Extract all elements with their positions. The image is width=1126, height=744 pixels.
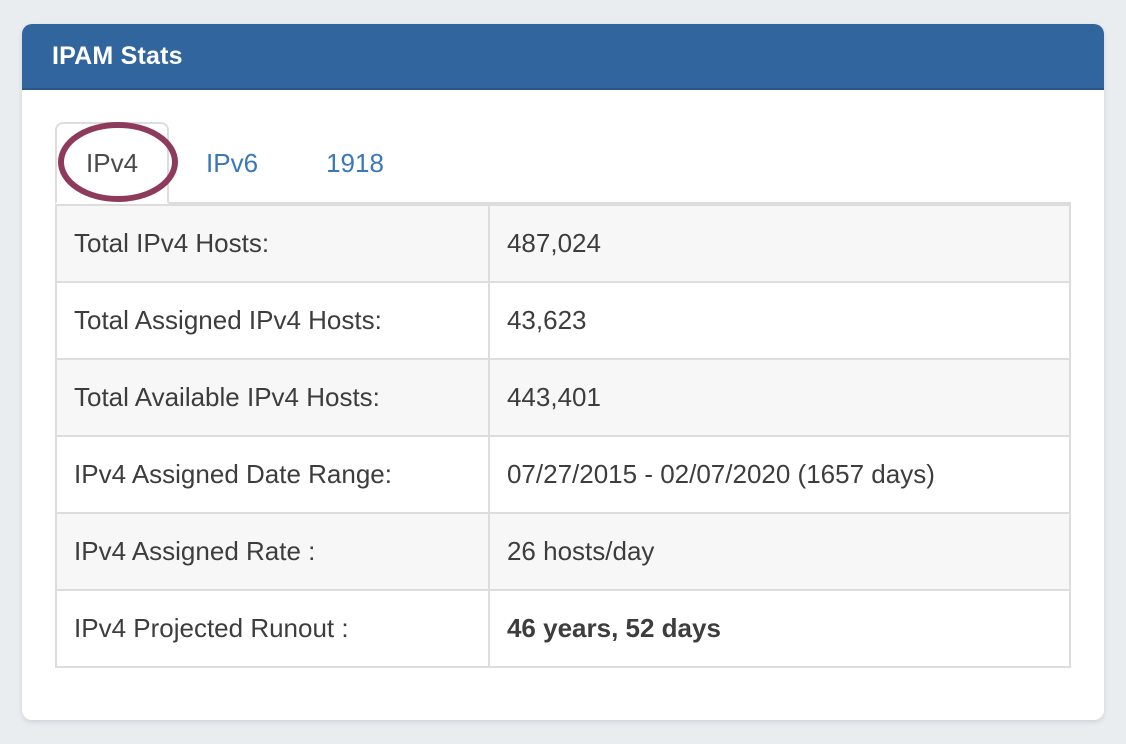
panel-body: IPv4 IPv6 1918 Total IPv4 Hosts: 487,024… xyxy=(22,90,1104,668)
tab-ipv6[interactable]: IPv6 xyxy=(206,147,259,178)
tab-ipv4-label: IPv4 xyxy=(86,147,139,178)
table-row: Total IPv4 Hosts: 487,024 xyxy=(55,204,1072,283)
stat-label: Total Assigned IPv4 Hosts: xyxy=(55,281,490,360)
table-row: IPv4 Assigned Rate : 26 hosts/day xyxy=(55,512,1072,591)
stat-value: 46 years, 52 days xyxy=(487,589,1072,668)
table-row: Total Assigned IPv4 Hosts: 43,623 xyxy=(55,281,1072,360)
stat-label: Total IPv4 Hosts: xyxy=(55,204,490,283)
table-row: Total Available IPv4 Hosts: 443,401 xyxy=(55,358,1072,437)
stat-value: 07/27/2015 - 02/07/2020 (1657 days) xyxy=(487,435,1072,514)
stat-value: 26 hosts/day xyxy=(487,512,1072,591)
panel-header: IPAM Stats xyxy=(22,24,1104,90)
stat-label: IPv4 Assigned Rate : xyxy=(55,512,490,591)
stat-label: IPv4 Assigned Date Range: xyxy=(55,435,490,514)
tab-ipv4[interactable]: IPv4 xyxy=(55,122,170,204)
stat-value: 487,024 xyxy=(487,204,1072,283)
ipam-stats-panel: IPAM Stats IPv4 IPv6 1918 Total IPv4 Hos… xyxy=(22,24,1104,720)
tab-1918[interactable]: 1918 xyxy=(326,147,384,178)
stat-label: Total Available IPv4 Hosts: xyxy=(55,358,490,437)
panel-title: IPAM Stats xyxy=(52,41,183,70)
stat-label: IPv4 Projected Runout : xyxy=(55,589,490,668)
tab-bar: IPv4 IPv6 1918 xyxy=(55,122,1071,204)
stat-value: 43,623 xyxy=(487,281,1072,360)
stats-table: Total IPv4 Hosts: 487,024 Total Assigned… xyxy=(55,204,1072,668)
table-row: IPv4 Assigned Date Range: 07/27/2015 - 0… xyxy=(55,435,1072,514)
table-row: IPv4 Projected Runout : 46 years, 52 day… xyxy=(55,589,1072,668)
stat-value: 443,401 xyxy=(487,358,1072,437)
